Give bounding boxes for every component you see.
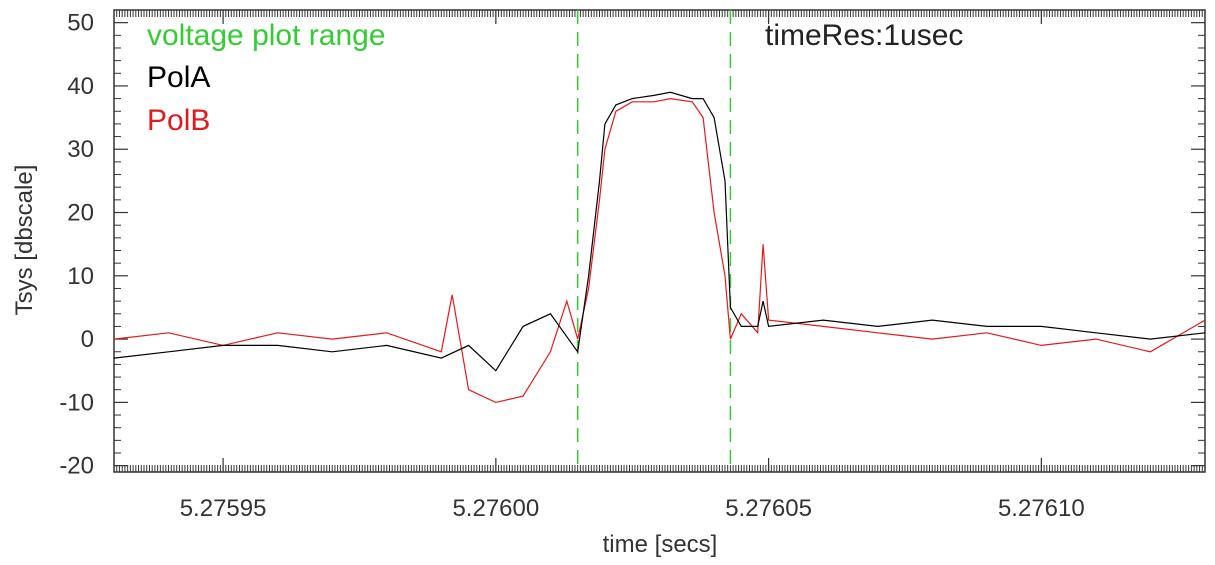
x-tick-label: 5.27605 [725, 495, 812, 522]
y-tick-label: -10 [59, 389, 94, 416]
y-tick-label: 50 [67, 10, 94, 37]
series-pola-line [113, 91, 1206, 372]
legend-label-polb: PolB [147, 104, 210, 137]
annotation-time-resolution: timeRes:1usec [765, 19, 963, 52]
y-tick-label: 0 [81, 326, 94, 353]
x-tick-label: 5.27600 [452, 495, 539, 522]
plot-frame [113, 9, 1206, 473]
y-tick-label: 10 [67, 263, 94, 290]
series-polb-line [113, 97, 1206, 404]
legend-label-pola: PolA [147, 61, 210, 94]
y-axis-title: Tsys [dbscale] [11, 165, 38, 316]
y-tick-label: -20 [59, 453, 94, 480]
x-tick-label: 5.27610 [998, 495, 1085, 522]
y-tick-label: 20 [67, 200, 94, 227]
y-axis-ticks: -20 -10 0 10 20 30 40 50 [59, 9, 1205, 480]
y-tick-label: 40 [67, 73, 94, 100]
x-axis-ticks: 5.27595 5.27600 5.27605 5.27610 [113, 10, 1206, 522]
x-tick-label: 5.27595 [180, 495, 267, 522]
x-axis-title: time [secs] [603, 531, 718, 558]
y-tick-label: 30 [67, 136, 94, 163]
annotation-voltage-plot-range: voltage plot range [147, 19, 386, 52]
